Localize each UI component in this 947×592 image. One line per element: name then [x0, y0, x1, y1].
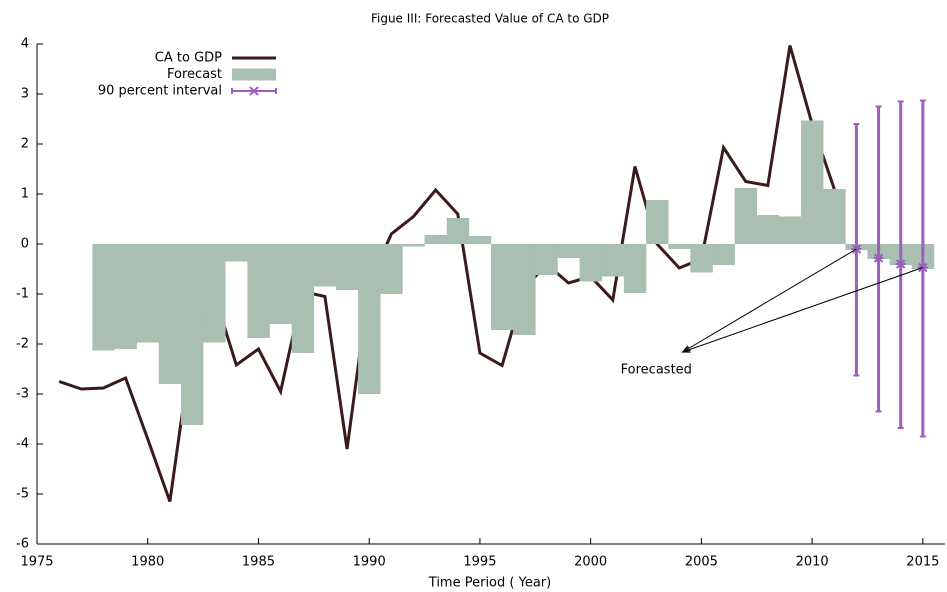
point — [917, 262, 928, 273]
legend-swatch — [232, 68, 276, 81]
point — [895, 259, 906, 269]
bar — [778, 216, 802, 244]
point — [851, 244, 862, 254]
bar — [402, 244, 425, 247]
bar — [335, 244, 359, 290]
bar — [712, 244, 735, 265]
bar — [203, 244, 226, 343]
point — [873, 253, 884, 263]
bar — [823, 189, 846, 244]
bar — [446, 218, 470, 244]
legend-swatch — [249, 86, 259, 96]
bar — [756, 215, 780, 244]
x-tick-label: 1975 — [20, 555, 53, 570]
bar — [801, 120, 824, 244]
bar — [579, 244, 603, 282]
chart-title: Figue III: Forecasted Value of CA to GDP — [371, 12, 609, 26]
bar — [690, 244, 713, 273]
y-tick-label: 0 — [21, 237, 29, 252]
bar — [158, 244, 182, 384]
bar — [535, 244, 558, 275]
y-tick-label: -4 — [16, 437, 29, 452]
x-tick-label: 1995 — [463, 555, 496, 570]
x-tick-label: 1985 — [242, 555, 275, 570]
x-tick-label: 2005 — [685, 555, 718, 570]
y-tick-label: 2 — [21, 137, 29, 152]
y-tick-label: -1 — [16, 287, 29, 302]
legend-label: Forecast — [167, 67, 222, 82]
x-tick-label: 1980 — [131, 555, 164, 570]
bar — [114, 244, 137, 349]
bar — [92, 244, 115, 351]
bar — [668, 244, 691, 249]
bar — [247, 244, 270, 338]
annotation-arrowhead — [681, 346, 691, 353]
bar — [623, 244, 647, 293]
x-tick-label: 2015 — [906, 555, 939, 570]
y-tick-label: -2 — [16, 337, 29, 352]
x-axis-label: Time Period ( Year) — [428, 576, 551, 591]
y-tick-label: 4 — [21, 37, 29, 52]
legend-label: CA to GDP — [155, 51, 222, 66]
bar — [424, 235, 448, 244]
bar — [180, 244, 204, 425]
annotation-arrow — [682, 267, 924, 353]
bar — [291, 244, 315, 353]
x-tick-label: 2010 — [796, 555, 829, 570]
bar — [491, 244, 514, 330]
bar — [269, 244, 292, 324]
annotation-arrow — [682, 248, 857, 353]
x-tick-label: 1990 — [353, 555, 386, 570]
y-tick-label: -6 — [16, 537, 29, 552]
x-tick-label: 2000 — [574, 555, 607, 570]
bar — [225, 244, 248, 262]
bar — [557, 244, 580, 258]
legend-label: 90 percent interval — [98, 84, 222, 99]
bar — [513, 244, 536, 335]
bar — [136, 244, 160, 343]
bar — [468, 236, 492, 244]
y-tick-label: -3 — [16, 387, 29, 402]
bar — [646, 200, 669, 244]
y-tick-label: -5 — [16, 487, 29, 502]
bar — [313, 244, 337, 287]
bar — [380, 244, 403, 294]
y-tick-label: 3 — [21, 87, 29, 102]
bar — [734, 188, 758, 244]
bar — [358, 244, 381, 394]
bar — [601, 244, 625, 277]
annotation: Forecasted — [621, 363, 692, 378]
y-tick-label: 1 — [21, 187, 29, 202]
